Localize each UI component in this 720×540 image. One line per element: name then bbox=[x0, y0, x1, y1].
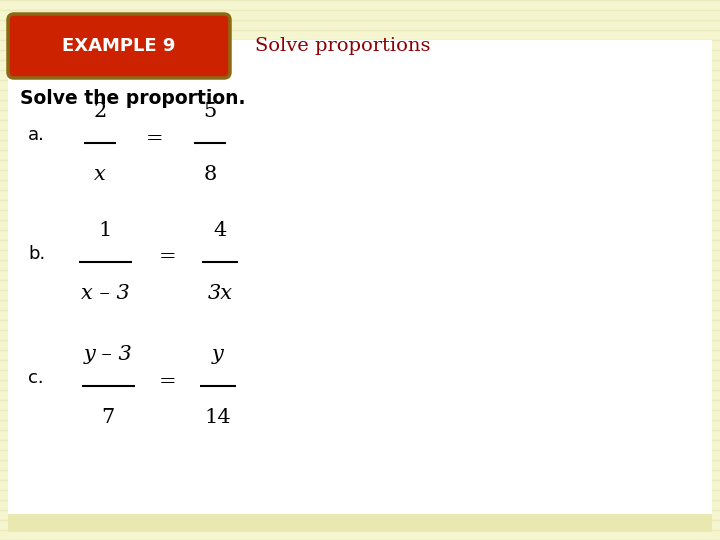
Text: c.: c. bbox=[28, 369, 44, 387]
FancyBboxPatch shape bbox=[8, 14, 230, 78]
Text: y: y bbox=[212, 345, 224, 364]
Text: x – 3: x – 3 bbox=[81, 284, 130, 303]
Text: y – 3: y – 3 bbox=[84, 345, 132, 364]
FancyBboxPatch shape bbox=[8, 40, 712, 518]
Text: Solve proportions: Solve proportions bbox=[255, 37, 431, 55]
Text: 4: 4 bbox=[213, 221, 227, 240]
FancyBboxPatch shape bbox=[8, 514, 712, 532]
Text: =: = bbox=[159, 247, 177, 266]
Text: a.: a. bbox=[28, 126, 45, 144]
Text: 5: 5 bbox=[203, 102, 217, 121]
Text: 2: 2 bbox=[94, 102, 107, 121]
Text: 7: 7 bbox=[102, 408, 114, 427]
Text: =: = bbox=[159, 372, 177, 390]
Text: 14: 14 bbox=[204, 408, 231, 427]
Text: 8: 8 bbox=[203, 165, 217, 184]
Text: Solve the proportion.: Solve the proportion. bbox=[20, 89, 246, 107]
Text: 3x: 3x bbox=[207, 284, 233, 303]
Text: b.: b. bbox=[28, 245, 45, 263]
Text: x: x bbox=[94, 165, 106, 184]
Text: =: = bbox=[146, 129, 164, 147]
Text: 1: 1 bbox=[99, 221, 112, 240]
Text: EXAMPLE 9: EXAMPLE 9 bbox=[63, 37, 176, 55]
